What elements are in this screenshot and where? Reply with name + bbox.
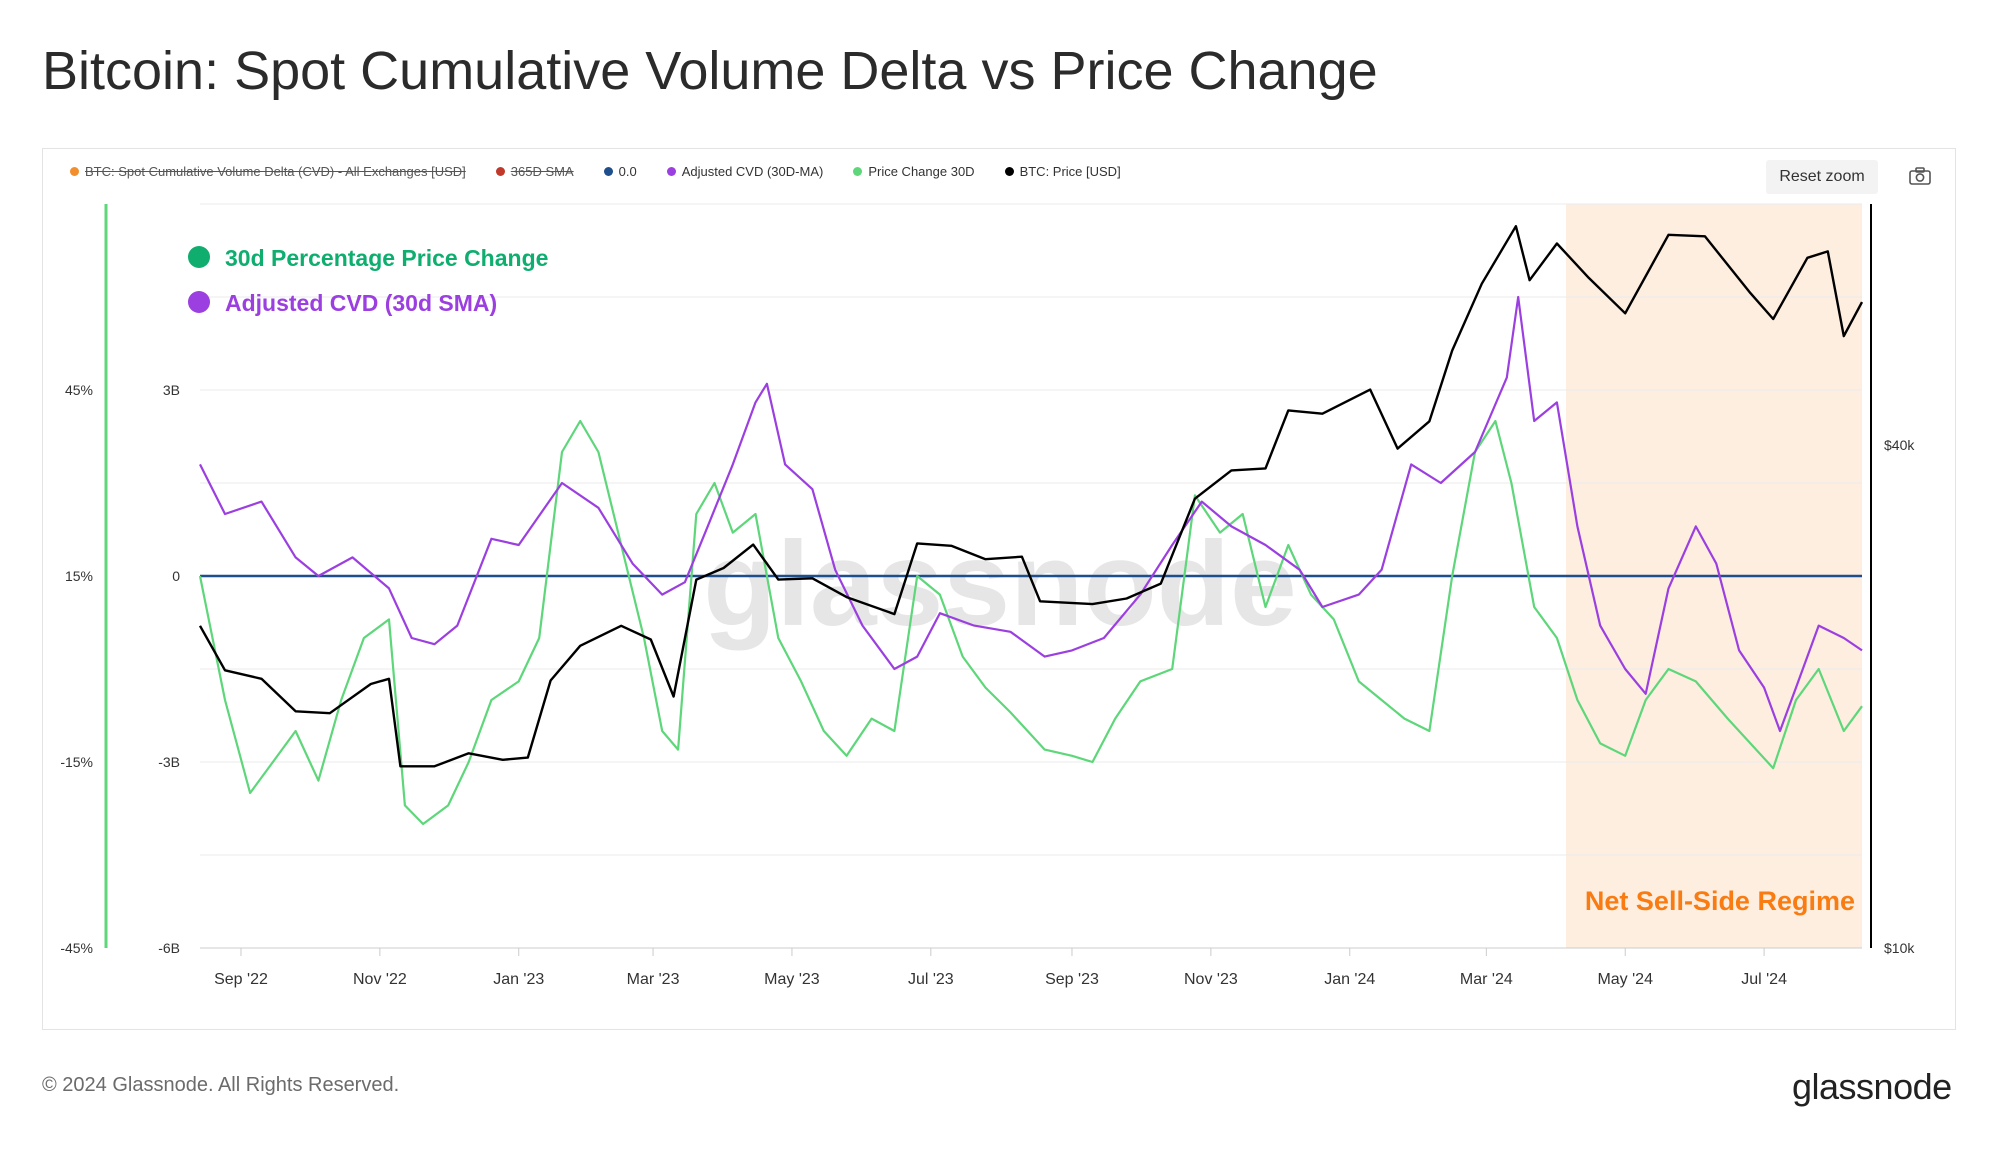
series-line-price-change-30d [198, 419, 1863, 826]
legend-label: BTC: Price [USD] [1019, 164, 1121, 179]
reset-zoom-button[interactable]: Reset zoom [1766, 160, 1878, 194]
camera-icon[interactable] [1908, 166, 1932, 186]
legend-label: 365D SMA [510, 164, 574, 179]
legend-dot-icon [666, 167, 676, 176]
x-tick-label: Jul '24 [1741, 971, 1787, 988]
legend-dot-icon [853, 167, 863, 176]
watermark: glassnode [703, 517, 1297, 651]
series-annotation-label: Adjusted CVD (30d SMA) [225, 290, 497, 316]
legend-label: Price Change 30D [868, 164, 975, 179]
y-tick-label-price-change: 45% [65, 382, 93, 398]
series-line-btc-price-usd- [198, 225, 1864, 768]
series-line-adjusted-cvd-30d-ma- [199, 295, 1863, 733]
y-tick-label-price-change: -45% [60, 940, 93, 956]
series-label-dot-icon [188, 291, 210, 313]
legend-dot-icon [495, 167, 505, 176]
legend-item[interactable]: Adjusted CVD (30D-MA) [666, 164, 824, 179]
x-tick-label: Mar '23 [627, 971, 680, 988]
y-tick-label-cvd: 0 [172, 568, 180, 584]
x-tick-label: May '24 [1597, 971, 1653, 988]
region-label: Net Sell-Side Regime [1585, 886, 1855, 916]
legend-label: Adjusted CVD (30D-MA) [681, 164, 824, 179]
x-tick-label: Sep '22 [214, 971, 268, 988]
y-tick-label-cvd: 3B [163, 382, 180, 398]
chart-frame [42, 148, 1956, 1030]
copyright-text: © 2024 Glassnode. All Rights Reserved. [42, 1074, 400, 1096]
x-tick-label: Sep '23 [1045, 971, 1099, 988]
y-tick-label-cvd: -3B [158, 754, 180, 770]
chart-legend: BTC: Spot Cumulative Volume Delta (CVD) … [70, 164, 1121, 179]
legend-item[interactable]: BTC: Price [USD] [1004, 164, 1121, 179]
series-label-dot-icon [188, 246, 210, 268]
x-tick-label: Jul '23 [908, 971, 954, 988]
chart-title: Bitcoin: Spot Cumulative Volume Delta vs… [42, 41, 1378, 101]
x-tick-label: May '23 [764, 971, 820, 988]
legend-label: BTC: Spot Cumulative Volume Delta (CVD) … [85, 164, 466, 179]
x-tick-label: Nov '22 [353, 971, 407, 988]
y-tick-label-price: $10k [1884, 940, 1915, 956]
legend-item[interactable]: 365D SMA [495, 164, 574, 179]
x-tick-label: Jan '24 [1324, 971, 1375, 988]
legend-dot-icon [603, 167, 613, 176]
y-tick-label-price-change: -15% [60, 754, 93, 770]
legend-label: 0.0 [618, 164, 637, 179]
y-tick-label-price: $40k [1884, 437, 1915, 453]
legend-dot-icon [70, 167, 79, 176]
y-tick-label-cvd: -6B [158, 940, 180, 956]
legend-item[interactable]: BTC: Spot Cumulative Volume Delta (CVD) … [70, 164, 466, 179]
brand-logo: glassnode [1792, 1066, 1952, 1107]
x-tick-label: Nov '23 [1184, 971, 1238, 988]
legend-dot-icon [1004, 167, 1014, 176]
y-tick-label-price-change: 15% [65, 568, 93, 584]
x-tick-label: Jan '23 [493, 971, 544, 988]
legend-item[interactable]: 0.0 [603, 164, 637, 179]
legend-item[interactable]: Price Change 30D [853, 164, 975, 179]
x-tick-label: Mar '24 [1460, 971, 1513, 988]
series-annotation-label: 30d Percentage Price Change [225, 245, 548, 271]
